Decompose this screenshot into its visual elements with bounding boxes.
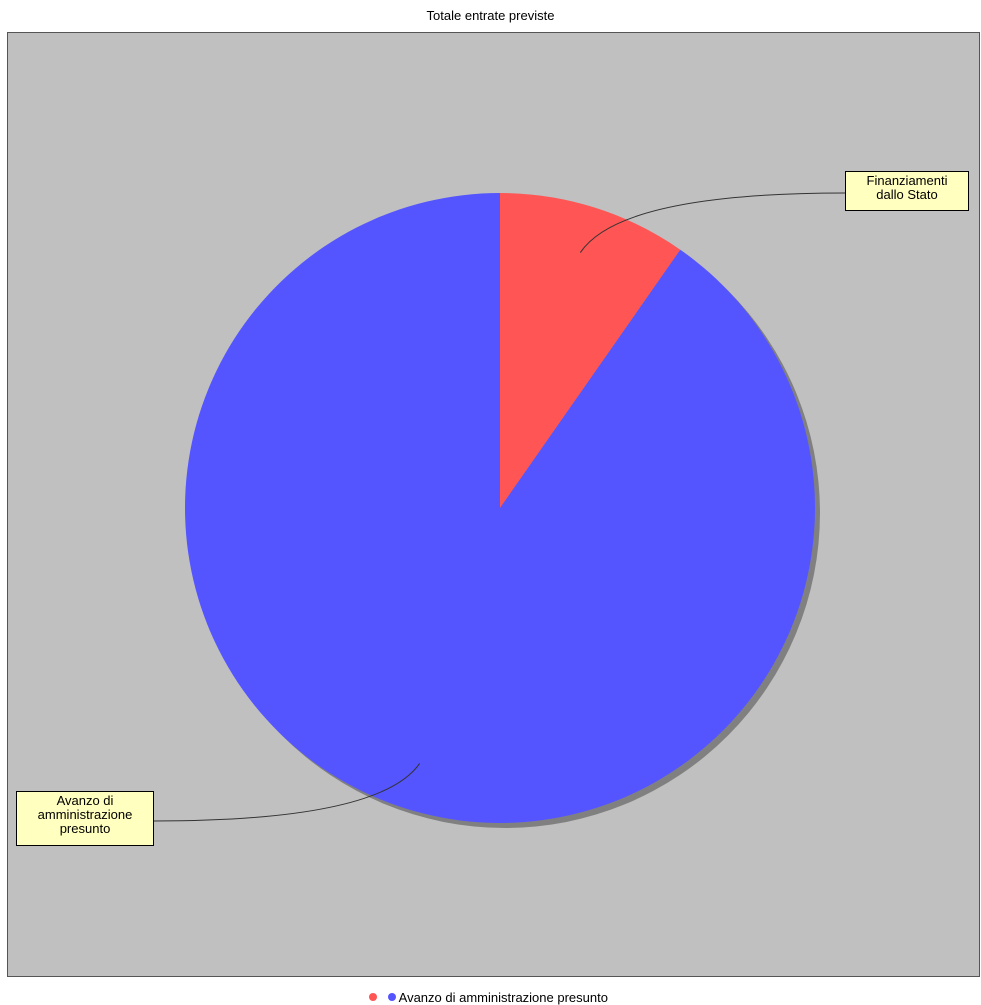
pie-chart — [153, 192, 846, 828]
leader-line-0 — [579, 192, 846, 253]
pie-slice-1 — [185, 192, 816, 823]
legend-label: Avanzo di amministrazione presunto — [398, 989, 608, 1005]
pie-slices — [185, 192, 816, 823]
label-leader-lines — [153, 192, 846, 822]
legend: Avanzo di amministrazione presunto — [0, 988, 981, 1005]
legend-marker-blue — [387, 993, 396, 1002]
legend-item-1: Avanzo di amministrazione presunto — [387, 989, 608, 1005]
chart-title: Totale entrate previste — [426, 8, 555, 23]
legend-marker-red — [369, 993, 378, 1002]
leader-line-1 — [153, 763, 421, 822]
legend-item-0 — [369, 989, 380, 1005]
slice-label-finanziamenti: Finanziamenti dallo Stato — [845, 171, 969, 211]
slice-label-avanzo: Avanzo di amministrazione presunto — [16, 791, 154, 846]
pie-slice-0 — [500, 193, 681, 508]
